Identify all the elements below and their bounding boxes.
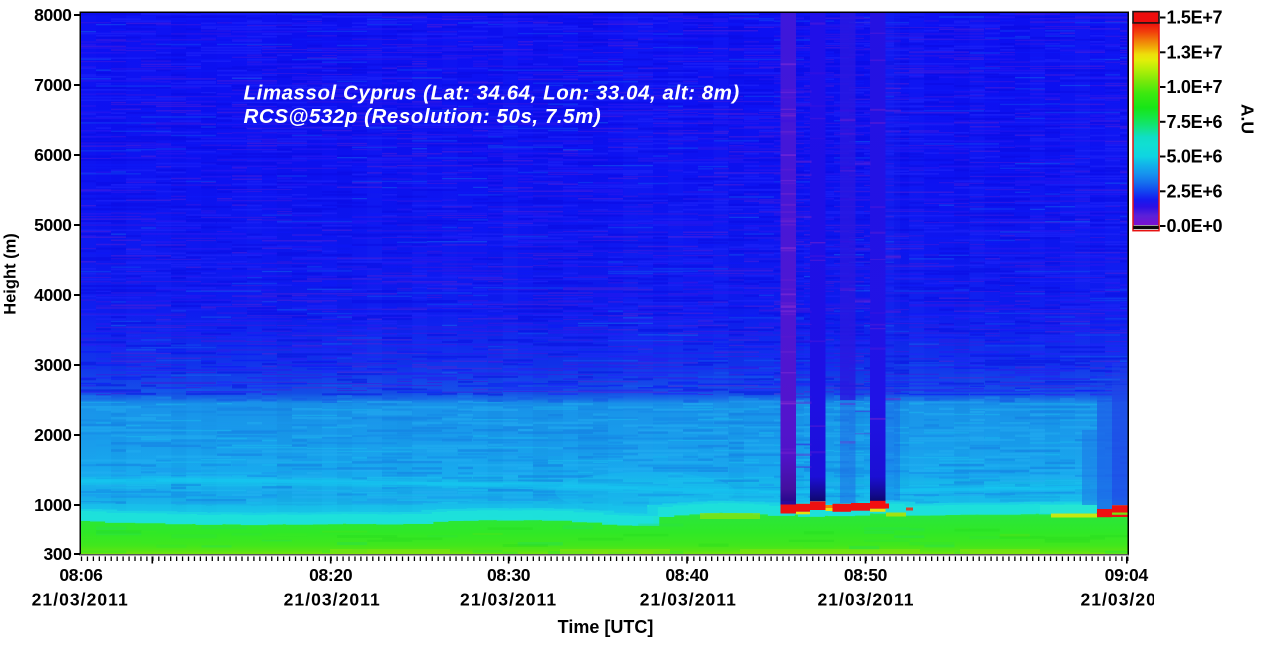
svg-text:1.0E+7: 1.0E+7 [1167, 77, 1223, 97]
svg-text:08:06: 08:06 [59, 565, 103, 585]
svg-text:1000: 1000 [34, 495, 72, 515]
svg-text:0.0E+0: 0.0E+0 [1167, 216, 1223, 236]
svg-text:7.5E+6: 7.5E+6 [1167, 112, 1223, 132]
svg-text:21/03/2011: 21/03/2011 [460, 590, 557, 610]
svg-text:4000: 4000 [34, 285, 72, 305]
svg-text:3000: 3000 [34, 355, 72, 375]
svg-text:08:50: 08:50 [844, 565, 888, 585]
svg-text:6000: 6000 [34, 145, 72, 165]
svg-text:Time [UTC]: Time [UTC] [558, 617, 654, 637]
svg-text:7000: 7000 [34, 75, 72, 95]
svg-text:21/03/2011: 21/03/2011 [1080, 590, 1177, 610]
svg-text:21/03/2011: 21/03/2011 [640, 590, 737, 610]
svg-text:21/03/2011: 21/03/2011 [32, 590, 129, 610]
svg-text:21/03/2011: 21/03/2011 [817, 590, 914, 610]
svg-text:8000: 8000 [34, 5, 72, 25]
svg-text:21/03/2011: 21/03/2011 [284, 590, 381, 610]
svg-text:Height (m): Height (m) [2, 233, 20, 315]
svg-text:2.5E+6: 2.5E+6 [1167, 182, 1223, 202]
svg-text:2000: 2000 [34, 425, 72, 445]
svg-text:08:20: 08:20 [309, 565, 353, 585]
svg-text:08:40: 08:40 [665, 565, 709, 585]
svg-text:5.0E+6: 5.0E+6 [1167, 147, 1223, 167]
svg-text:1.5E+7: 1.5E+7 [1167, 8, 1223, 28]
svg-text:Limassol Cyprus (Lat: 34.64, L: Limassol Cyprus (Lat: 34.64, Lon: 33.04,… [244, 82, 740, 105]
svg-text:08:30: 08:30 [487, 565, 531, 585]
svg-text:5000: 5000 [34, 215, 72, 235]
svg-text:RCS@532p (Resolution: 50s, 7.5: RCS@532p (Resolution: 50s, 7.5m) [244, 105, 602, 128]
svg-text:09:04: 09:04 [1105, 565, 1149, 585]
svg-text:A.U: A.U [1238, 104, 1258, 134]
svg-text:300: 300 [44, 544, 73, 564]
svg-text:1.3E+7: 1.3E+7 [1167, 43, 1223, 63]
